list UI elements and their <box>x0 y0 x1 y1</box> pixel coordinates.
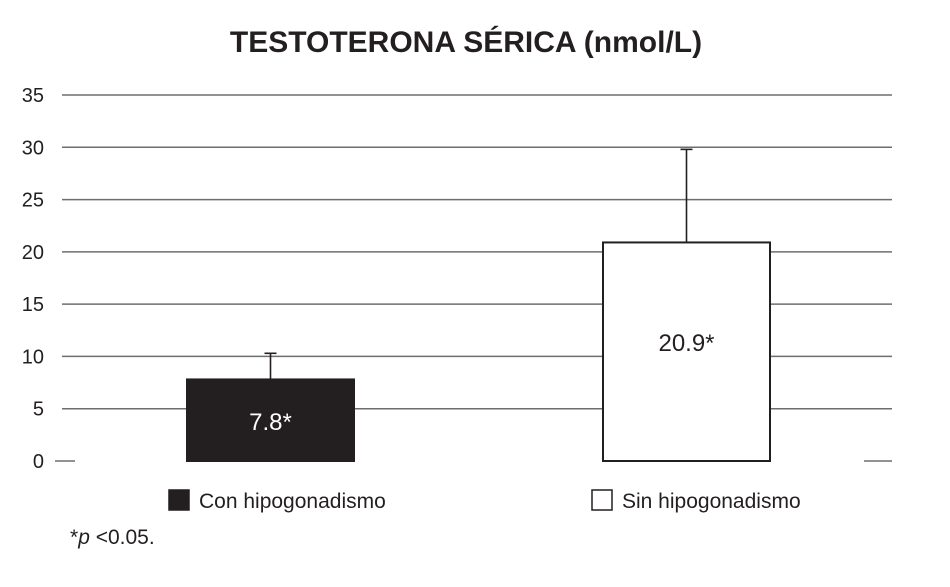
y-axis-ticks: 0 5 10 15 20 25 30 35 <box>22 85 44 473</box>
legend-label-1: Con hipogonadismo <box>199 490 386 513</box>
y-tick-label-20: 20 <box>22 242 44 264</box>
legend: Con hipogonadismo Sin hipogonadismo <box>168 489 801 513</box>
chart-title: TESTOTERONA SÉRICA (nmol/L) <box>230 25 702 59</box>
footnote: *p <0.05. <box>70 526 155 550</box>
bars <box>186 241 771 463</box>
bar-data-labels: 7.8* 20.9* <box>249 330 714 436</box>
legend-swatch-1 <box>168 489 190 511</box>
bar-2 <box>602 241 771 462</box>
y-tick-label-10: 10 <box>22 346 44 368</box>
footnote-rest: <0.05. <box>89 526 155 549</box>
error-bars <box>264 148 693 380</box>
bar-label-2: 20.9* <box>658 330 714 357</box>
bar-1 <box>186 378 355 463</box>
y-tick-label-0: 0 <box>33 451 44 473</box>
y-tick-label-25: 25 <box>22 190 44 212</box>
bar-label-1: 7.8* <box>249 409 292 436</box>
y-tick-label-30: 30 <box>22 137 44 159</box>
footnote-prefix: * <box>70 526 79 549</box>
y-tick-label-5: 5 <box>33 399 44 421</box>
y-tick-label-15: 15 <box>22 294 44 316</box>
legend-label-2: Sin hipogonadismo <box>622 490 801 513</box>
footnote-italic: p <box>78 526 90 549</box>
legend-swatch-2 <box>591 489 613 511</box>
y-tick-label-35: 35 <box>22 85 44 107</box>
